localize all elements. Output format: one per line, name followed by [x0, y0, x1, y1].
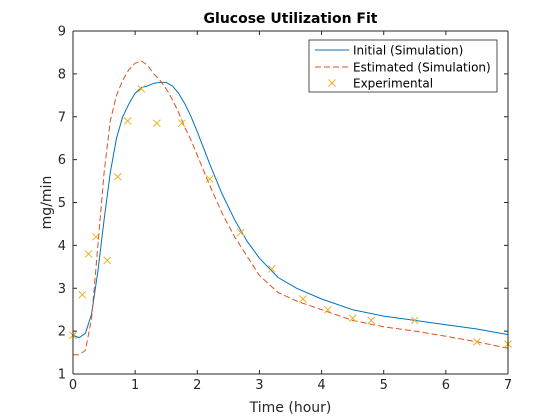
y-tick-label: 4 — [58, 239, 66, 254]
y-tick-label: 3 — [58, 282, 66, 297]
y-tick-label: 6 — [58, 153, 66, 168]
data-point-experimental — [323, 305, 332, 314]
x-axis-label: Time (hour) — [249, 400, 332, 416]
data-point-experimental — [410, 316, 419, 325]
x-tick-label: 6 — [442, 378, 450, 393]
x-tick-label: 1 — [131, 378, 139, 393]
data-point-experimental — [348, 314, 357, 323]
y-tick-label: 2 — [58, 325, 66, 340]
data-point-experimental — [113, 172, 122, 181]
legend: Initial (Simulation) Estimated (Simulati… — [308, 39, 498, 93]
x-tick-label: 2 — [193, 378, 201, 393]
data-point-experimental — [177, 119, 186, 128]
data-point-experimental — [473, 337, 481, 346]
data-point-experimental — [236, 228, 245, 237]
y-tick-label: 8 — [58, 67, 66, 82]
data-point-experimental — [268, 265, 276, 273]
x-tick-label: 3 — [255, 378, 263, 393]
legend-label-estimated: Estimated (Simulation) — [353, 61, 491, 75]
legend-box — [308, 39, 498, 93]
data-point-experimental — [84, 250, 93, 258]
chart-title: Glucose Utilization Fit — [204, 11, 378, 27]
series-layer — [69, 60, 512, 356]
data-point-experimental — [103, 256, 112, 265]
legend-swatch-experimental — [328, 79, 336, 87]
data-point-experimental — [153, 119, 161, 128]
data-point-experimental — [299, 295, 307, 303]
y-axis-label: mg/min — [39, 176, 55, 230]
data-point-experimental — [92, 232, 100, 241]
y-tick-label: 9 — [58, 25, 66, 40]
x-tick-label: 5 — [380, 378, 388, 393]
data-point-experimental — [137, 85, 146, 93]
x-tick-label: 0 — [69, 378, 77, 393]
y-tick-label: 1 — [58, 368, 66, 383]
data-point-experimental — [78, 290, 87, 299]
x-tick-label: 4 — [317, 378, 325, 393]
y-tick-label: 5 — [58, 196, 66, 211]
data-point-experimental — [367, 316, 376, 325]
data-point-experimental — [205, 175, 214, 183]
series-initial-line — [72, 81, 509, 339]
legend-label-initial: Initial (Simulation) — [353, 44, 463, 58]
legend-label-experimental: Experimental — [353, 77, 433, 91]
series-estimated-line — [73, 60, 509, 356]
y-tick-label: 7 — [58, 110, 66, 125]
x-tick-label: 7 — [504, 378, 512, 393]
data-point-experimental — [123, 117, 132, 125]
series-experimental-markers — [69, 85, 512, 348]
